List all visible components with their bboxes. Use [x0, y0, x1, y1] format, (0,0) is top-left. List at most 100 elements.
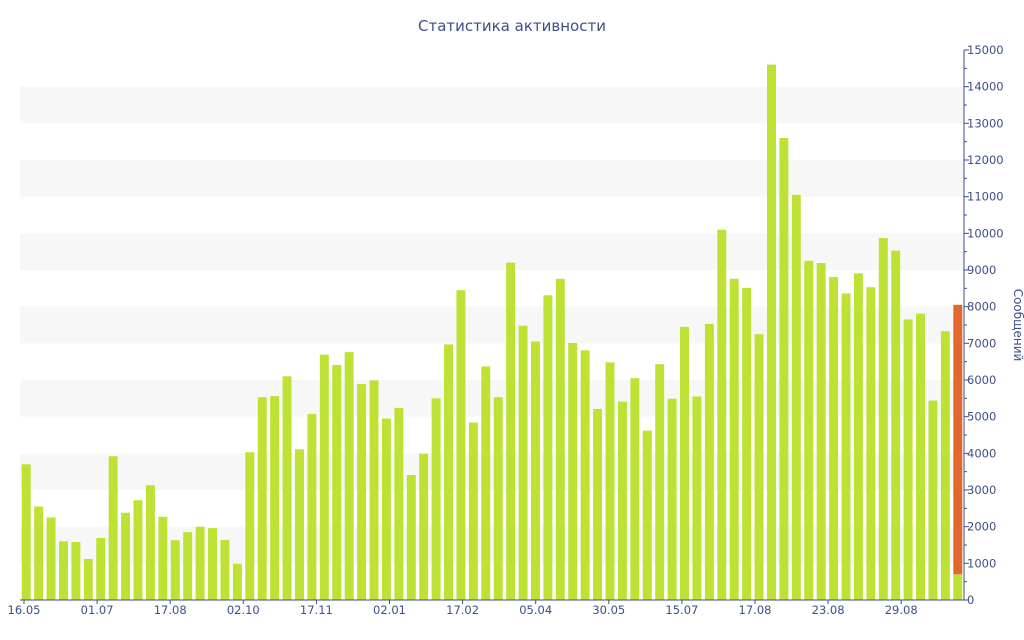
- bar[interactable]: [468, 422, 478, 600]
- bar[interactable]: [431, 398, 441, 600]
- bar[interactable]: [853, 273, 863, 600]
- bar[interactable]: [916, 313, 925, 600]
- x-tick-label: 16.05: [8, 603, 41, 617]
- bar[interactable]: [270, 396, 280, 600]
- bar[interactable]: [21, 464, 31, 600]
- bar[interactable]: [307, 414, 317, 600]
- y-tick-label: 2000: [967, 520, 996, 534]
- bars-group: [21, 64, 963, 601]
- y-ticks: 0 1000 2000 3000 4000 5000 6000 7000 8000 9000 100…: [964, 43, 1004, 607]
- bar[interactable]: [617, 401, 627, 600]
- bar[interactable]: [953, 574, 963, 600]
- bar-highlight[interactable]: [953, 304, 963, 575]
- bar[interactable]: [83, 558, 93, 600]
- bar[interactable]: [642, 430, 652, 600]
- bar[interactable]: [667, 398, 677, 600]
- bar[interactable]: [406, 474, 416, 600]
- bar[interactable]: [34, 506, 44, 601]
- bar[interactable]: [767, 64, 776, 600]
- y-tick-label: 13000: [967, 116, 1004, 130]
- bar[interactable]: [71, 542, 81, 600]
- x-tick-label: 30.05: [592, 603, 625, 617]
- bar[interactable]: [928, 400, 938, 600]
- bar[interactable]: [183, 532, 193, 600]
- bar[interactable]: [754, 334, 764, 600]
- bar[interactable]: [133, 500, 143, 600]
- y-tick-label: 11000: [967, 190, 1004, 204]
- bar[interactable]: [605, 362, 615, 600]
- bar[interactable]: [59, 541, 68, 600]
- bar[interactable]: [481, 366, 491, 600]
- bar[interactable]: [493, 397, 503, 600]
- bar[interactable]: [891, 250, 901, 601]
- y-tick-label: 1000: [967, 556, 996, 570]
- x-ticks: 16.05 01.07 17.08 02.10 17.11 02.01 17.02 05.04…: [8, 600, 918, 617]
- bar[interactable]: [903, 319, 913, 601]
- x-tick-label: 17.08: [154, 603, 187, 617]
- y-tick-label: 7000: [967, 336, 996, 350]
- bar[interactable]: [580, 350, 590, 600]
- bar[interactable]: [145, 485, 155, 600]
- bar[interactable]: [742, 287, 752, 600]
- bar[interactable]: [630, 378, 640, 600]
- bar[interactable]: [232, 563, 242, 600]
- bar[interactable]: [394, 407, 404, 600]
- bar[interactable]: [506, 262, 516, 600]
- bar[interactable]: [940, 331, 950, 600]
- bar[interactable]: [680, 326, 689, 600]
- bar[interactable]: [108, 456, 118, 600]
- bar[interactable]: [257, 397, 267, 600]
- bar[interactable]: [46, 517, 56, 601]
- y-tick-label: 12000: [967, 153, 1004, 167]
- x-tick-label: 02.10: [227, 603, 260, 617]
- y-tick-label: 9000: [967, 263, 996, 277]
- bar[interactable]: [381, 418, 391, 601]
- bar[interactable]: [332, 364, 342, 600]
- bar[interactable]: [791, 194, 801, 601]
- bar[interactable]: [729, 278, 739, 600]
- bar[interactable]: [208, 528, 217, 600]
- bar[interactable]: [357, 384, 367, 600]
- bar[interactable]: [369, 380, 379, 600]
- chart-title: Статистика активности: [418, 17, 606, 35]
- bar[interactable]: [170, 540, 180, 600]
- x-tick-label: 05.04: [519, 603, 552, 617]
- y-tick-label: 3000: [967, 483, 996, 497]
- bar[interactable]: [121, 512, 131, 600]
- bar[interactable]: [220, 539, 230, 600]
- x-tick-label: 15.07: [665, 603, 698, 617]
- bar[interactable]: [518, 325, 528, 600]
- bar[interactable]: [158, 516, 168, 600]
- bar[interactable]: [779, 138, 789, 600]
- x-tick-label: 17.02: [446, 603, 479, 617]
- bar[interactable]: [456, 290, 466, 600]
- y-tick-label: 10000: [967, 226, 1004, 240]
- y-tick-label: 15000: [967, 43, 1004, 57]
- bar[interactable]: [282, 376, 292, 600]
- bar[interactable]: [878, 238, 888, 600]
- bar[interactable]: [829, 276, 839, 600]
- bar[interactable]: [841, 293, 851, 600]
- bar[interactable]: [319, 354, 329, 600]
- bar[interactable]: [96, 538, 106, 600]
- x-tick-label: 23.08: [812, 603, 845, 617]
- bar[interactable]: [804, 260, 814, 600]
- bar[interactable]: [568, 342, 578, 600]
- bar[interactable]: [704, 323, 714, 600]
- bar[interactable]: [419, 453, 429, 600]
- bar[interactable]: [717, 229, 727, 600]
- bar[interactable]: [295, 449, 304, 600]
- y-tick-label: 8000: [967, 300, 996, 314]
- bar[interactable]: [245, 452, 255, 600]
- bar[interactable]: [593, 408, 603, 600]
- bar[interactable]: [692, 396, 702, 601]
- bar[interactable]: [195, 526, 205, 600]
- bar[interactable]: [531, 341, 540, 601]
- bar[interactable]: [655, 364, 665, 600]
- bar[interactable]: [543, 295, 553, 600]
- bar[interactable]: [444, 344, 453, 600]
- bar[interactable]: [344, 352, 354, 600]
- bar[interactable]: [816, 263, 826, 600]
- bar[interactable]: [866, 287, 876, 600]
- bar[interactable]: [555, 278, 565, 600]
